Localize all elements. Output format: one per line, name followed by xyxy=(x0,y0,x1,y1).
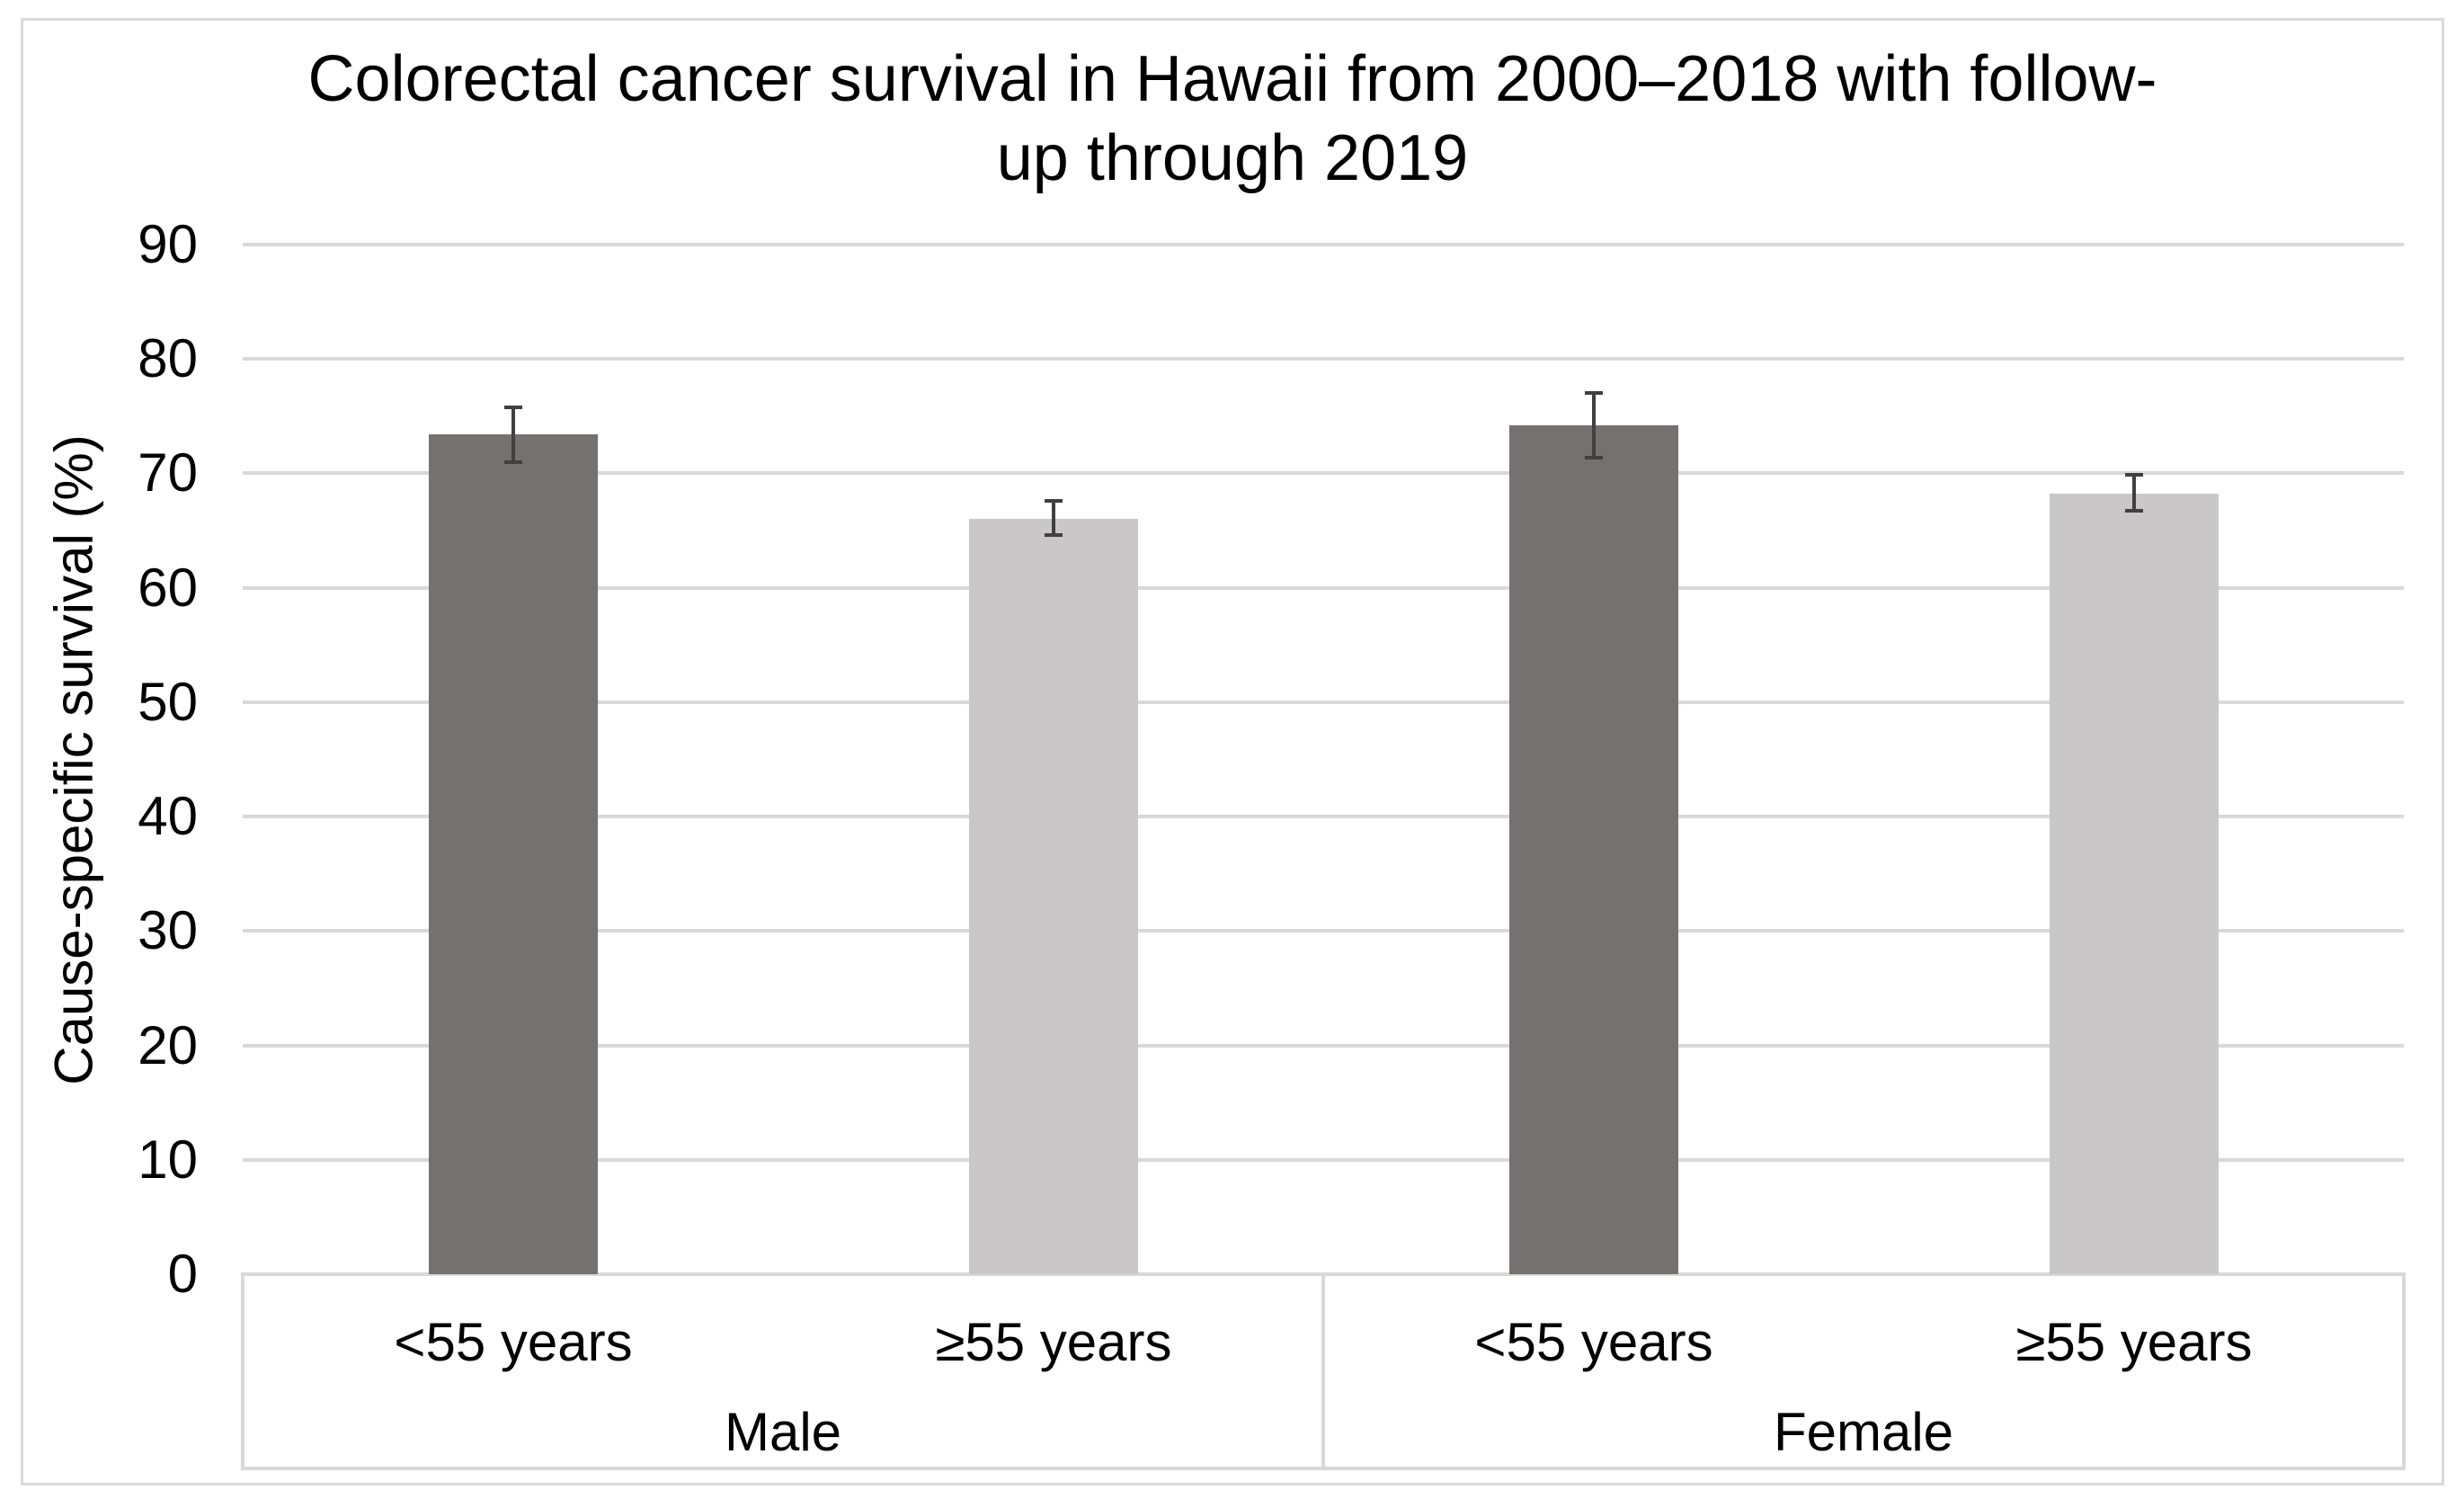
y-tick-label-0: 0 xyxy=(167,1244,198,1304)
y-tick-label-10: 10 xyxy=(138,1129,198,1190)
error-bar-female-lt55 xyxy=(1592,393,1596,458)
error-bar-cap-bottom-male-lt55 xyxy=(504,460,522,464)
error-bar-cap-bottom-female-ge55 xyxy=(2125,509,2143,513)
y-tick-label-70: 70 xyxy=(138,442,198,503)
bar-male-lt55 xyxy=(429,434,598,1274)
y-tick-label-40: 40 xyxy=(138,786,198,846)
chart-border xyxy=(21,18,2444,1486)
gridline-y-10 xyxy=(243,1158,2404,1162)
age-label-male-ge55: ≥55 years xyxy=(935,1312,1172,1372)
gridline-y-60 xyxy=(243,586,2404,590)
bar-female-ge55 xyxy=(2050,494,2219,1274)
group-label-male: Male xyxy=(724,1402,842,1462)
error-bar-cap-top-male-lt55 xyxy=(504,406,522,409)
age-label-female-ge55: ≥55 years xyxy=(2015,1312,2253,1372)
gridline-y-40 xyxy=(243,815,2404,818)
gridline-y-50 xyxy=(243,700,2404,704)
y-axis-title: Cause-specific survival (%) xyxy=(43,434,104,1085)
gridline-y-70 xyxy=(243,471,2404,475)
chart-title: Colorectal cancer survival in Hawaii fro… xyxy=(21,40,2444,198)
y-tick-label-80: 80 xyxy=(138,328,198,388)
error-bar-female-ge55 xyxy=(2132,475,2136,511)
y-tick-label-90: 90 xyxy=(138,214,198,274)
chart-title-line-1: Colorectal cancer survival in Hawaii fro… xyxy=(307,43,2157,115)
y-tick-label-30: 30 xyxy=(138,900,198,960)
error-bar-male-lt55 xyxy=(511,407,515,462)
error-bar-cap-bottom-male-ge55 xyxy=(1045,533,1063,537)
y-tick-label-60: 60 xyxy=(138,558,198,618)
group-label-female: Female xyxy=(1773,1402,1954,1462)
error-bar-cap-top-female-ge55 xyxy=(2125,473,2143,477)
chart-title-line-2: up through 2019 xyxy=(996,122,1469,194)
error-bar-cap-top-male-ge55 xyxy=(1045,499,1063,503)
error-bar-cap-top-female-lt55 xyxy=(1585,391,1603,395)
gridline-y-80 xyxy=(243,357,2404,361)
y-tick-label-50: 50 xyxy=(138,672,198,732)
y-tick-label-20: 20 xyxy=(138,1015,198,1075)
error-bar-male-ge55 xyxy=(1052,501,1055,535)
category-divider xyxy=(1321,1272,1325,1470)
error-bar-cap-bottom-female-lt55 xyxy=(1585,456,1603,460)
bar-female-lt55 xyxy=(1509,425,1678,1274)
category-axis-box xyxy=(241,1272,2406,1470)
bar-male-ge55 xyxy=(969,519,1138,1274)
age-label-female-lt55: <55 years xyxy=(1474,1312,1713,1372)
gridline-y-90 xyxy=(243,243,2404,246)
gridline-y-30 xyxy=(243,929,2404,932)
gridline-y-20 xyxy=(243,1044,2404,1048)
age-label-male-lt55: <55 years xyxy=(394,1312,633,1372)
